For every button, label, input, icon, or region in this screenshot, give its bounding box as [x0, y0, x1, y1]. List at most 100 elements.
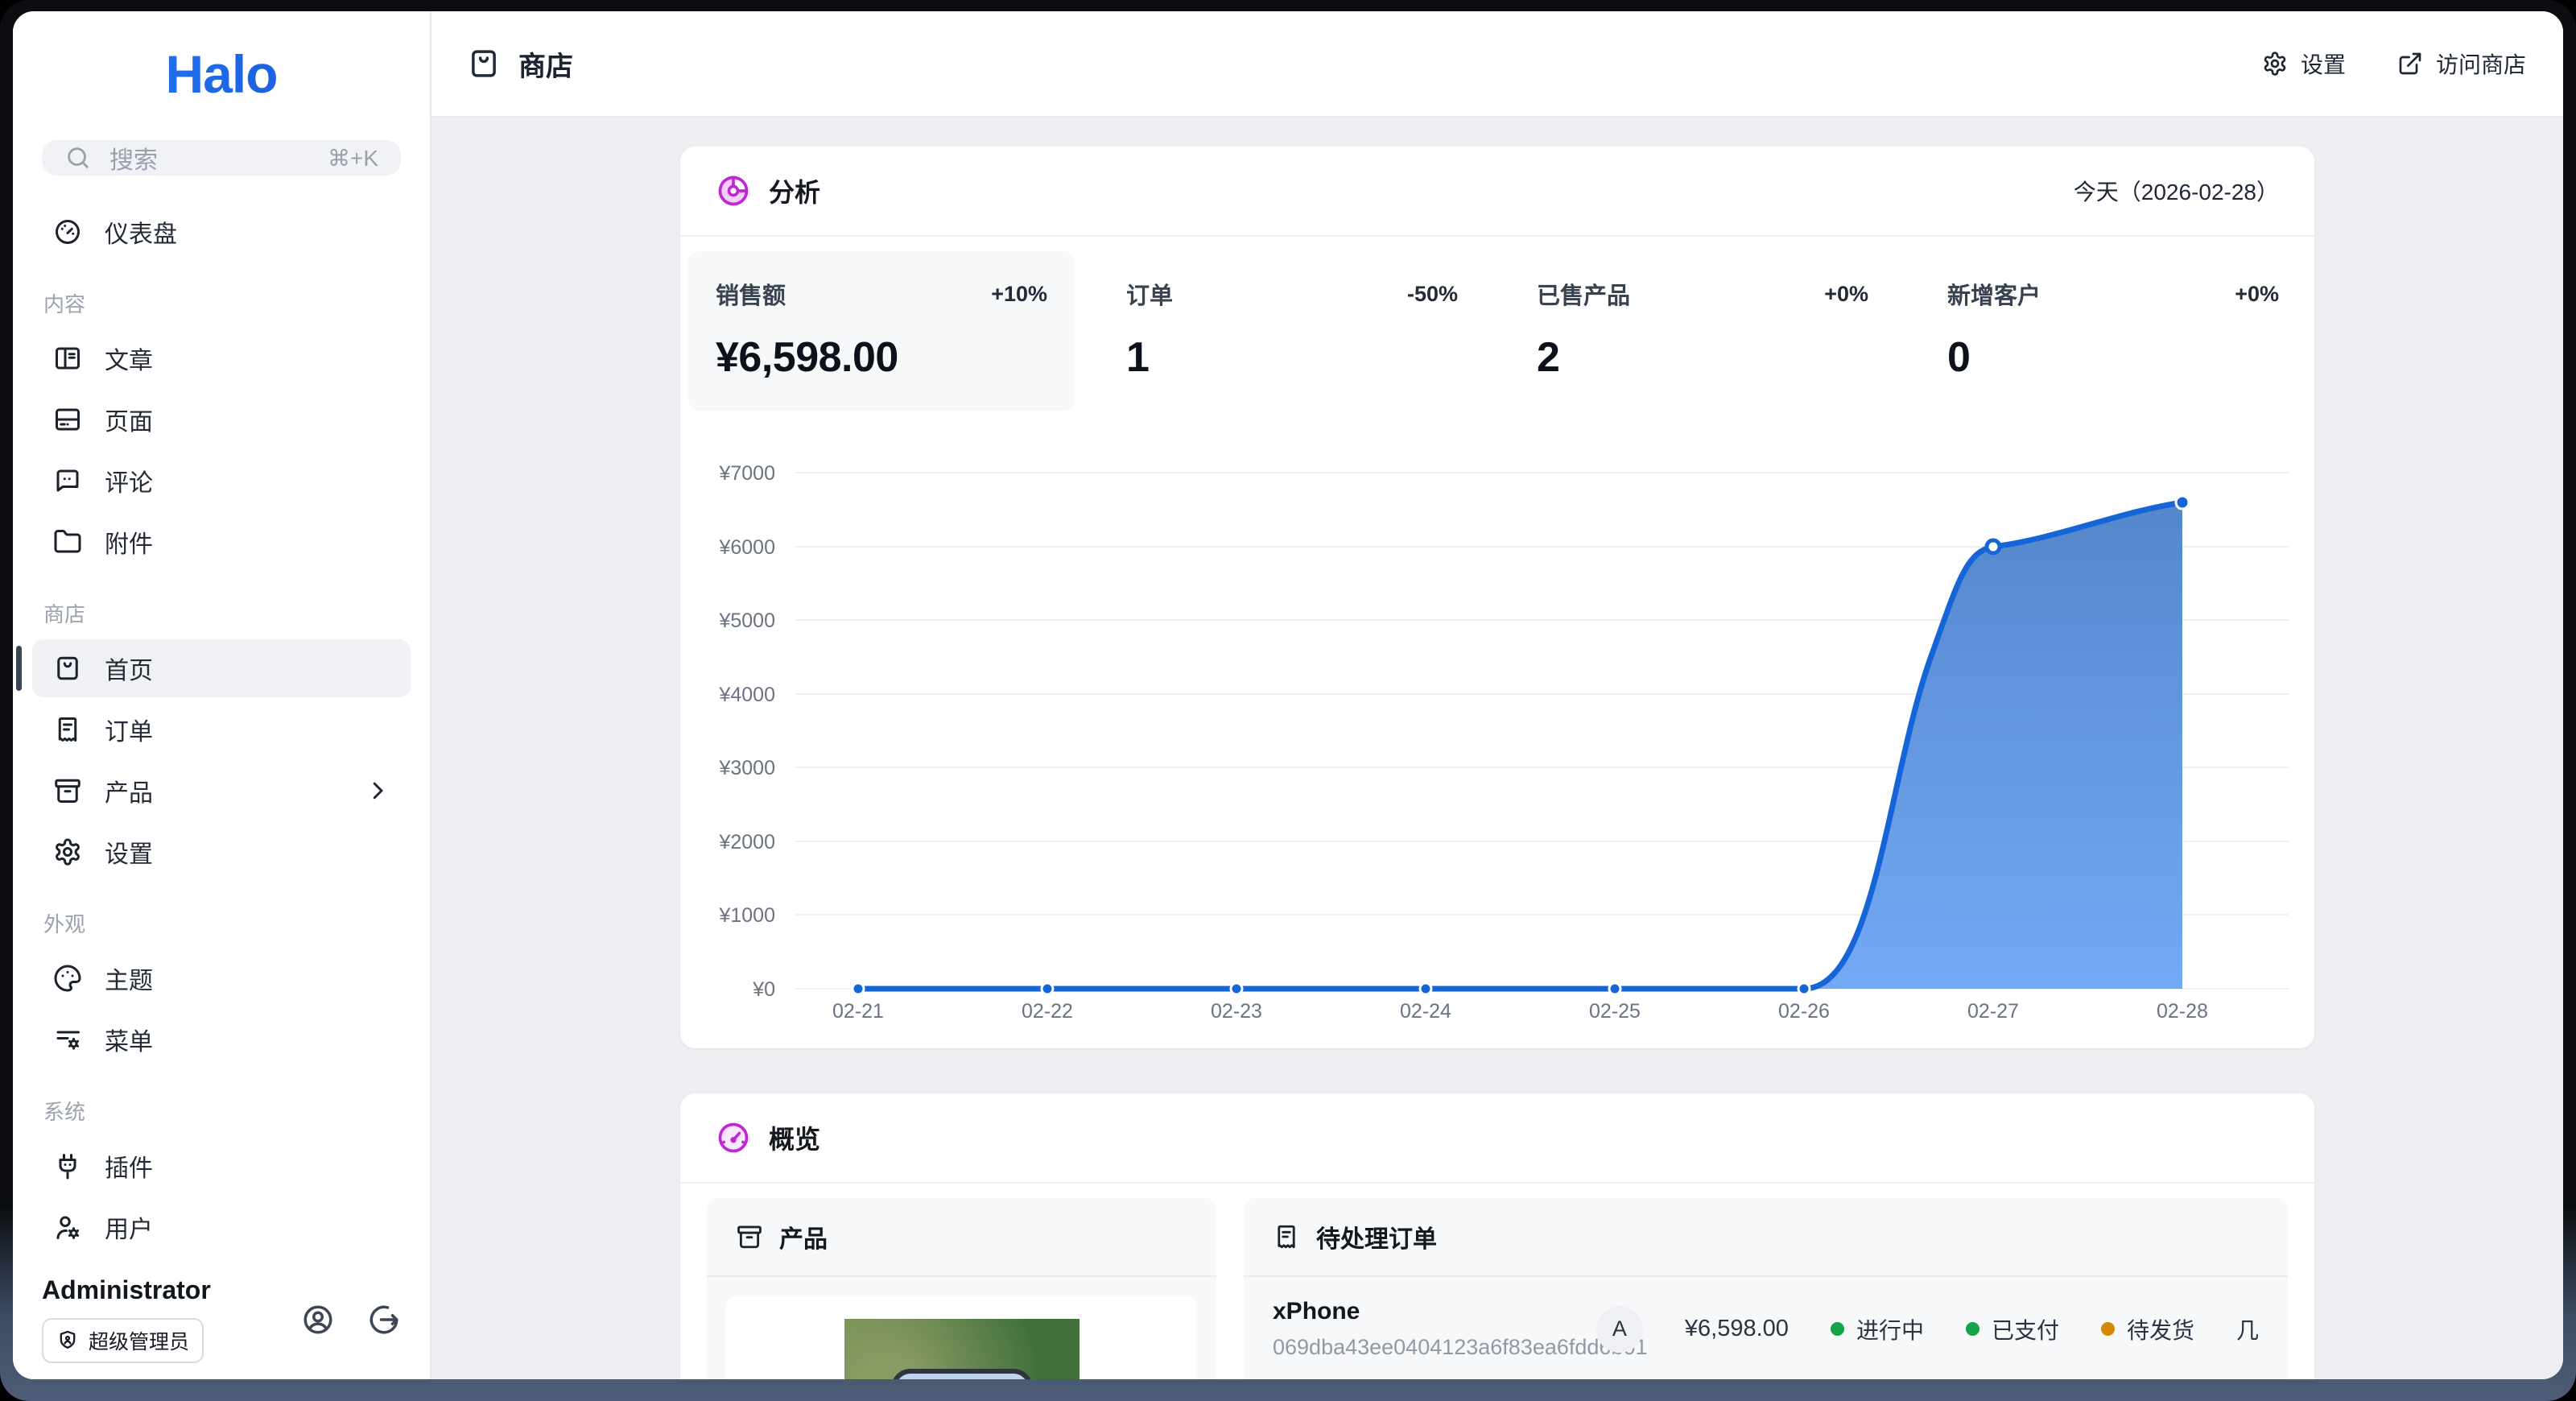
search-icon — [68, 147, 89, 168]
palette-icon — [54, 965, 81, 992]
stat-new-customers[interactable]: 新增客户 +0% 0 — [1920, 251, 2306, 411]
overview-card: 概览 产品 — [680, 1093, 2314, 1379]
stat-label: 已售产品 — [1537, 283, 1631, 309]
role-badge: 超级管理员 — [42, 1318, 204, 1363]
sidebar-item-label: 产品 — [105, 780, 153, 807]
analytics-card: 分析 今天（2026-02-28） 销售额 +10% ¥6,598.00 订单 -5… — [680, 147, 2314, 1048]
folder-icon — [54, 530, 81, 553]
x-tick: 02-28 — [2157, 1000, 2208, 1023]
sidebar-item-label: 菜单 — [105, 1029, 153, 1056]
stat-delta: -50% — [1406, 281, 1458, 306]
receipt-icon — [58, 717, 77, 742]
sidebar-item-store-home[interactable]: 首页 — [16, 639, 411, 697]
stat-label: 新增客户 — [1947, 283, 2041, 309]
x-tick: 02-21 — [832, 1000, 884, 1023]
products-card-title: 产品 — [779, 1226, 828, 1253]
stat-value: 1 — [1126, 334, 1150, 381]
x-tick: 02-27 — [1967, 1000, 2019, 1023]
comment-icon — [56, 469, 79, 492]
sidebar-item-products[interactable]: 产品 — [32, 762, 411, 820]
x-tick: 02-22 — [1022, 1000, 1073, 1023]
order-amount: ¥6,598.00 — [1684, 1316, 1789, 1341]
sidebar-nav: 仪表盘 内容 文章 页面 评论 附件 商店 — [13, 200, 430, 1259]
status-dot-amber — [2100, 1322, 2115, 1336]
stat-value: 2 — [1537, 334, 1560, 381]
sidebar-item-label: 附件 — [105, 531, 153, 558]
external-link-icon — [2399, 52, 2421, 75]
x-tick: 02-24 — [1400, 1000, 1451, 1023]
pending-orders-title: 待处理订单 — [1316, 1226, 1437, 1253]
product-tile[interactable] — [726, 1296, 1197, 1379]
page-header: 商店 设置 访问商店 — [431, 11, 2563, 118]
gear-icon — [2264, 52, 2286, 76]
user-area: Administrator 超级管理员 — [13, 1259, 430, 1363]
product-photo — [844, 1319, 1080, 1379]
sidebar-item-dashboard[interactable]: 仪表盘 — [32, 203, 411, 261]
status-label: 已支付 — [1991, 1317, 2059, 1343]
stat-sales[interactable]: 销售额 +10% ¥6,598.00 — [688, 251, 1075, 411]
sidebar-item-pages[interactable]: 页面 — [32, 391, 411, 448]
y-tick: ¥1000 — [718, 904, 775, 927]
search-input[interactable]: 搜索 ⌘+K — [42, 140, 401, 176]
gauge-icon — [56, 220, 80, 244]
y-tick: ¥5000 — [718, 610, 775, 632]
page-title-group: 商店 — [467, 44, 573, 84]
status-badge: 待发货 — [2100, 1313, 2194, 1345]
y-tick: ¥4000 — [718, 684, 775, 706]
order-time: 几 — [2235, 1317, 2259, 1343]
x-tick: 02-26 — [1778, 1000, 1830, 1023]
sidebar-section-content: 内容 — [43, 292, 86, 316]
user-circle-icon[interactable] — [301, 1303, 335, 1337]
active-indicator — [16, 646, 22, 691]
sidebar-item-menus[interactable]: 菜单 — [32, 1010, 411, 1068]
logout-icon[interactable] — [367, 1303, 401, 1337]
sidebar-item-plugins[interactable]: 插件 — [32, 1137, 411, 1195]
overview-title: 概览 — [769, 1125, 821, 1154]
avatar: A — [1596, 1305, 1643, 1353]
app-window-icon — [56, 408, 80, 431]
visit-store-button[interactable]: 访问商店 — [2397, 48, 2526, 80]
sidebar-item-label: 仪表盘 — [105, 221, 177, 248]
visit-store-label: 访问商店 — [2435, 52, 2526, 77]
shield-user-icon — [60, 1330, 76, 1349]
app-window: Halo 搜索 ⌘+K 仪表盘 内容 文章 页面 评论 — [13, 11, 2563, 1379]
y-tick: ¥2000 — [718, 831, 775, 853]
donut-chart-icon — [718, 176, 749, 206]
sales-area-chart: ¥7000 ¥6000 ¥5000 ¥4000 ¥3000 ¥2000 ¥100… — [704, 461, 2290, 1024]
main-area: 商店 设置 访问商店 分析 — [431, 11, 2563, 1379]
sidebar-section-appearance: 外观 — [43, 912, 86, 936]
sidebar-item-label: 订单 — [105, 719, 153, 746]
phone-image — [890, 1369, 1033, 1379]
archive-box-icon — [55, 779, 80, 803]
gear-icon — [56, 838, 80, 866]
stat-delta: +0% — [1824, 281, 1868, 306]
order-row[interactable]: xPhone 069dba43ee0404123a6f83ea6fdd6b01 … — [1244, 1277, 2288, 1379]
order-id: 069dba43ee0404123a6f83ea6fdd6b01 — [1273, 1335, 1648, 1359]
sidebar-item-store-settings[interactable]: 设置 — [32, 823, 411, 881]
status-label: 进行中 — [1856, 1317, 1924, 1343]
sidebar-item-orders[interactable]: 订单 — [32, 700, 411, 758]
sidebar-item-attachments[interactable]: 附件 — [32, 513, 411, 571]
y-tick: ¥7000 — [718, 462, 775, 485]
sidebar-item-label: 评论 — [105, 470, 153, 497]
sidebar: Halo 搜索 ⌘+K 仪表盘 内容 文章 页面 评论 — [13, 11, 431, 1379]
receipt-icon — [1278, 1225, 1295, 1249]
sidebar-item-label: 首页 — [105, 658, 153, 684]
stat-products-sold[interactable]: 已售产品 +0% 2 — [1509, 251, 1896, 411]
shopping-bag-icon — [472, 50, 496, 77]
gauge-icon — [718, 1122, 749, 1153]
page-title: 商店 — [518, 51, 573, 82]
stat-orders[interactable]: 订单 -50% 1 — [1099, 251, 1485, 411]
sidebar-item-themes[interactable]: 主题 — [32, 949, 411, 1007]
sidebar-section-system: 系统 — [43, 1100, 86, 1124]
status-badge: 已支付 — [1965, 1313, 2059, 1345]
settings-button[interactable]: 设置 — [2262, 48, 2346, 80]
search-placeholder: 搜索 — [109, 147, 158, 174]
y-tick: ¥0 — [752, 978, 775, 1001]
status-label: 待发货 — [2126, 1317, 2194, 1343]
sidebar-item-comments[interactable]: 评论 — [32, 452, 411, 510]
order-product-name: xPhone — [1273, 1298, 1360, 1325]
sidebar-item-users[interactable]: 用户 — [32, 1198, 411, 1256]
x-tick: 02-23 — [1211, 1000, 1262, 1023]
sidebar-item-posts[interactable]: 文章 — [32, 329, 411, 387]
